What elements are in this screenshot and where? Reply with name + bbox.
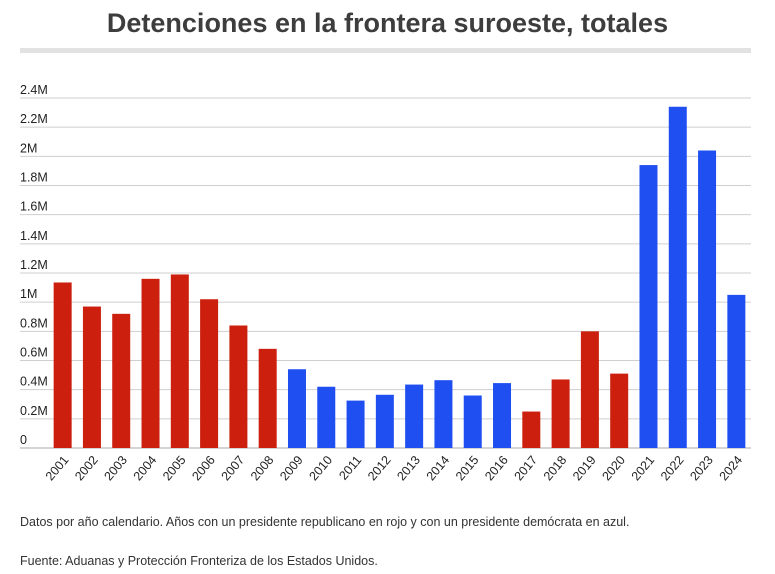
x-tick-label: 2010 <box>306 453 335 483</box>
bar-2012[interactable] <box>375 394 394 448</box>
x-tick-label: 2022 <box>658 453 687 483</box>
x-tick-label: 2019 <box>570 453 599 483</box>
y-tick-label: 1.2M <box>20 258 48 272</box>
x-tick-label: 2002 <box>72 453 101 483</box>
bar-2021[interactable] <box>639 165 658 449</box>
x-tick-label: 2008 <box>248 453 277 483</box>
bar-2004[interactable] <box>141 278 160 448</box>
x-tick-label: 2016 <box>482 453 511 483</box>
x-tick-label: 2021 <box>629 453 658 483</box>
title-divider <box>20 48 751 53</box>
y-tick-label: 1.6M <box>20 200 48 214</box>
y-tick-label: 1.8M <box>20 171 48 185</box>
bar-2005[interactable] <box>170 274 189 448</box>
y-tick-label: 1.4M <box>20 229 48 243</box>
y-tick-label: 0.4M <box>20 375 48 389</box>
bar-2008[interactable] <box>258 348 277 448</box>
y-tick-label: 1M <box>20 287 37 301</box>
bar-2011[interactable] <box>346 400 365 448</box>
bar-2023[interactable] <box>698 150 717 449</box>
y-tick-label: 0 <box>20 433 27 447</box>
bar-2016[interactable] <box>493 383 512 448</box>
x-tick-label: 2003 <box>101 453 130 483</box>
y-tick-label: 0.2M <box>20 404 48 418</box>
x-tick-label: 2017 <box>512 453 541 483</box>
chart-source: Fuente: Aduanas y Protección Fronteriza … <box>20 554 378 568</box>
bar-2003[interactable] <box>112 313 131 448</box>
x-tick-label: 2004 <box>131 453 160 483</box>
x-tick-label: 2014 <box>424 453 453 483</box>
y-tick-label: 0.8M <box>20 316 48 330</box>
bar-2015[interactable] <box>463 395 482 449</box>
bar-2019[interactable] <box>580 331 599 448</box>
x-tick-label: 2011 <box>336 453 364 483</box>
x-tick-label: 2007 <box>219 453 248 483</box>
bar-2018[interactable] <box>551 379 570 448</box>
y-tick-label: 0.6M <box>20 346 48 360</box>
chart-title: Detenciones en la frontera suroeste, tot… <box>106 8 669 38</box>
x-tick-label: 2024 <box>717 453 746 483</box>
bar-2014[interactable] <box>434 380 453 448</box>
bar-2002[interactable] <box>82 306 101 448</box>
y-tick-label: 2.4M <box>20 83 48 97</box>
x-tick-label: 2005 <box>160 453 189 483</box>
bar-2007[interactable] <box>229 325 248 449</box>
bar-2022[interactable] <box>668 106 687 448</box>
y-tick-label: 2.2M <box>20 112 48 126</box>
bar-2017[interactable] <box>522 411 541 448</box>
bar-2009[interactable] <box>287 369 306 448</box>
x-tick-label: 2018 <box>541 453 570 483</box>
x-tick-label: 2015 <box>453 453 482 483</box>
bar-2006[interactable] <box>200 299 219 448</box>
x-tick-label: 2006 <box>189 453 218 483</box>
x-tick-label: 2020 <box>599 453 628 483</box>
bar-2020[interactable] <box>610 373 629 448</box>
x-tick-label: 2013 <box>394 453 423 483</box>
chart-note: Datos por año calendario. Años con un pr… <box>20 515 630 529</box>
bar-2001[interactable] <box>53 282 72 448</box>
bar-2024[interactable] <box>727 294 746 448</box>
x-tick-label: 2001 <box>43 453 72 483</box>
x-tick-label: 2009 <box>277 453 306 483</box>
bar-2010[interactable] <box>317 386 336 448</box>
x-tick-label: 2012 <box>365 453 394 483</box>
bar-2013[interactable] <box>405 384 424 448</box>
y-tick-label: 2M <box>20 141 37 155</box>
x-tick-label: 2023 <box>687 453 716 483</box>
